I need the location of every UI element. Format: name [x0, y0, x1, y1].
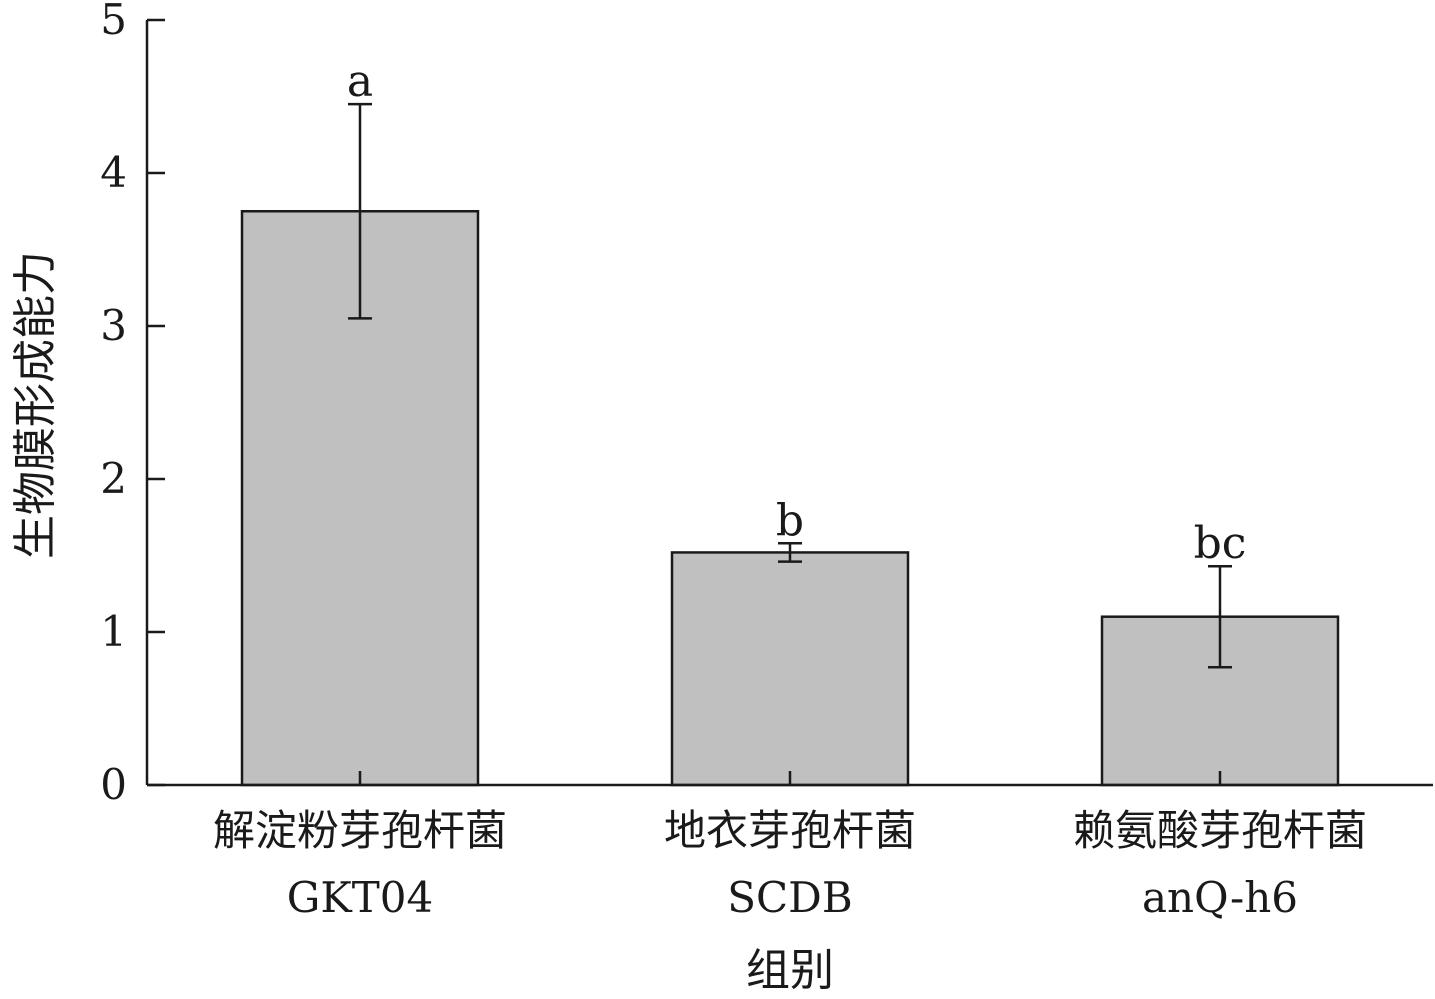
x-tick-label-strain: anQ-h6 — [1142, 873, 1298, 922]
y-tick-label: 3 — [100, 301, 127, 350]
y-axis-title: 生物膜形成能力 — [10, 251, 61, 559]
significance-label: b — [776, 495, 804, 546]
x-tick-label-name: 地衣芽孢杆菌 — [664, 806, 916, 855]
bar — [670, 551, 910, 787]
bars-layer: a b bc — [240, 56, 1340, 787]
x-tick-label-strain: SCDB — [727, 873, 852, 922]
y-ticks: 0 1 2 3 4 5 — [100, 0, 165, 809]
y-tick-label: 2 — [100, 454, 127, 503]
y-tick-label: 5 — [100, 0, 127, 44]
x-tick-label-strain: GKT04 — [287, 873, 433, 922]
y-tick-label: 4 — [100, 148, 127, 197]
significance-label: a — [347, 56, 373, 107]
x-axis-title: 组别 — [746, 945, 834, 996]
y-tick-label: 1 — [100, 607, 127, 656]
x-tick-label-name: 解淀粉芽孢杆菌 — [213, 806, 507, 855]
x-ticks: 解淀粉芽孢杆菌 GKT04 地衣芽孢杆菌 SCDB 赖氨酸芽孢杆菌 anQ-h6 — [213, 771, 1367, 922]
y-tick-label: 0 — [100, 760, 127, 809]
x-tick-label-name: 赖氨酸芽孢杆菌 — [1073, 806, 1367, 855]
significance-label: bc — [1194, 518, 1247, 569]
